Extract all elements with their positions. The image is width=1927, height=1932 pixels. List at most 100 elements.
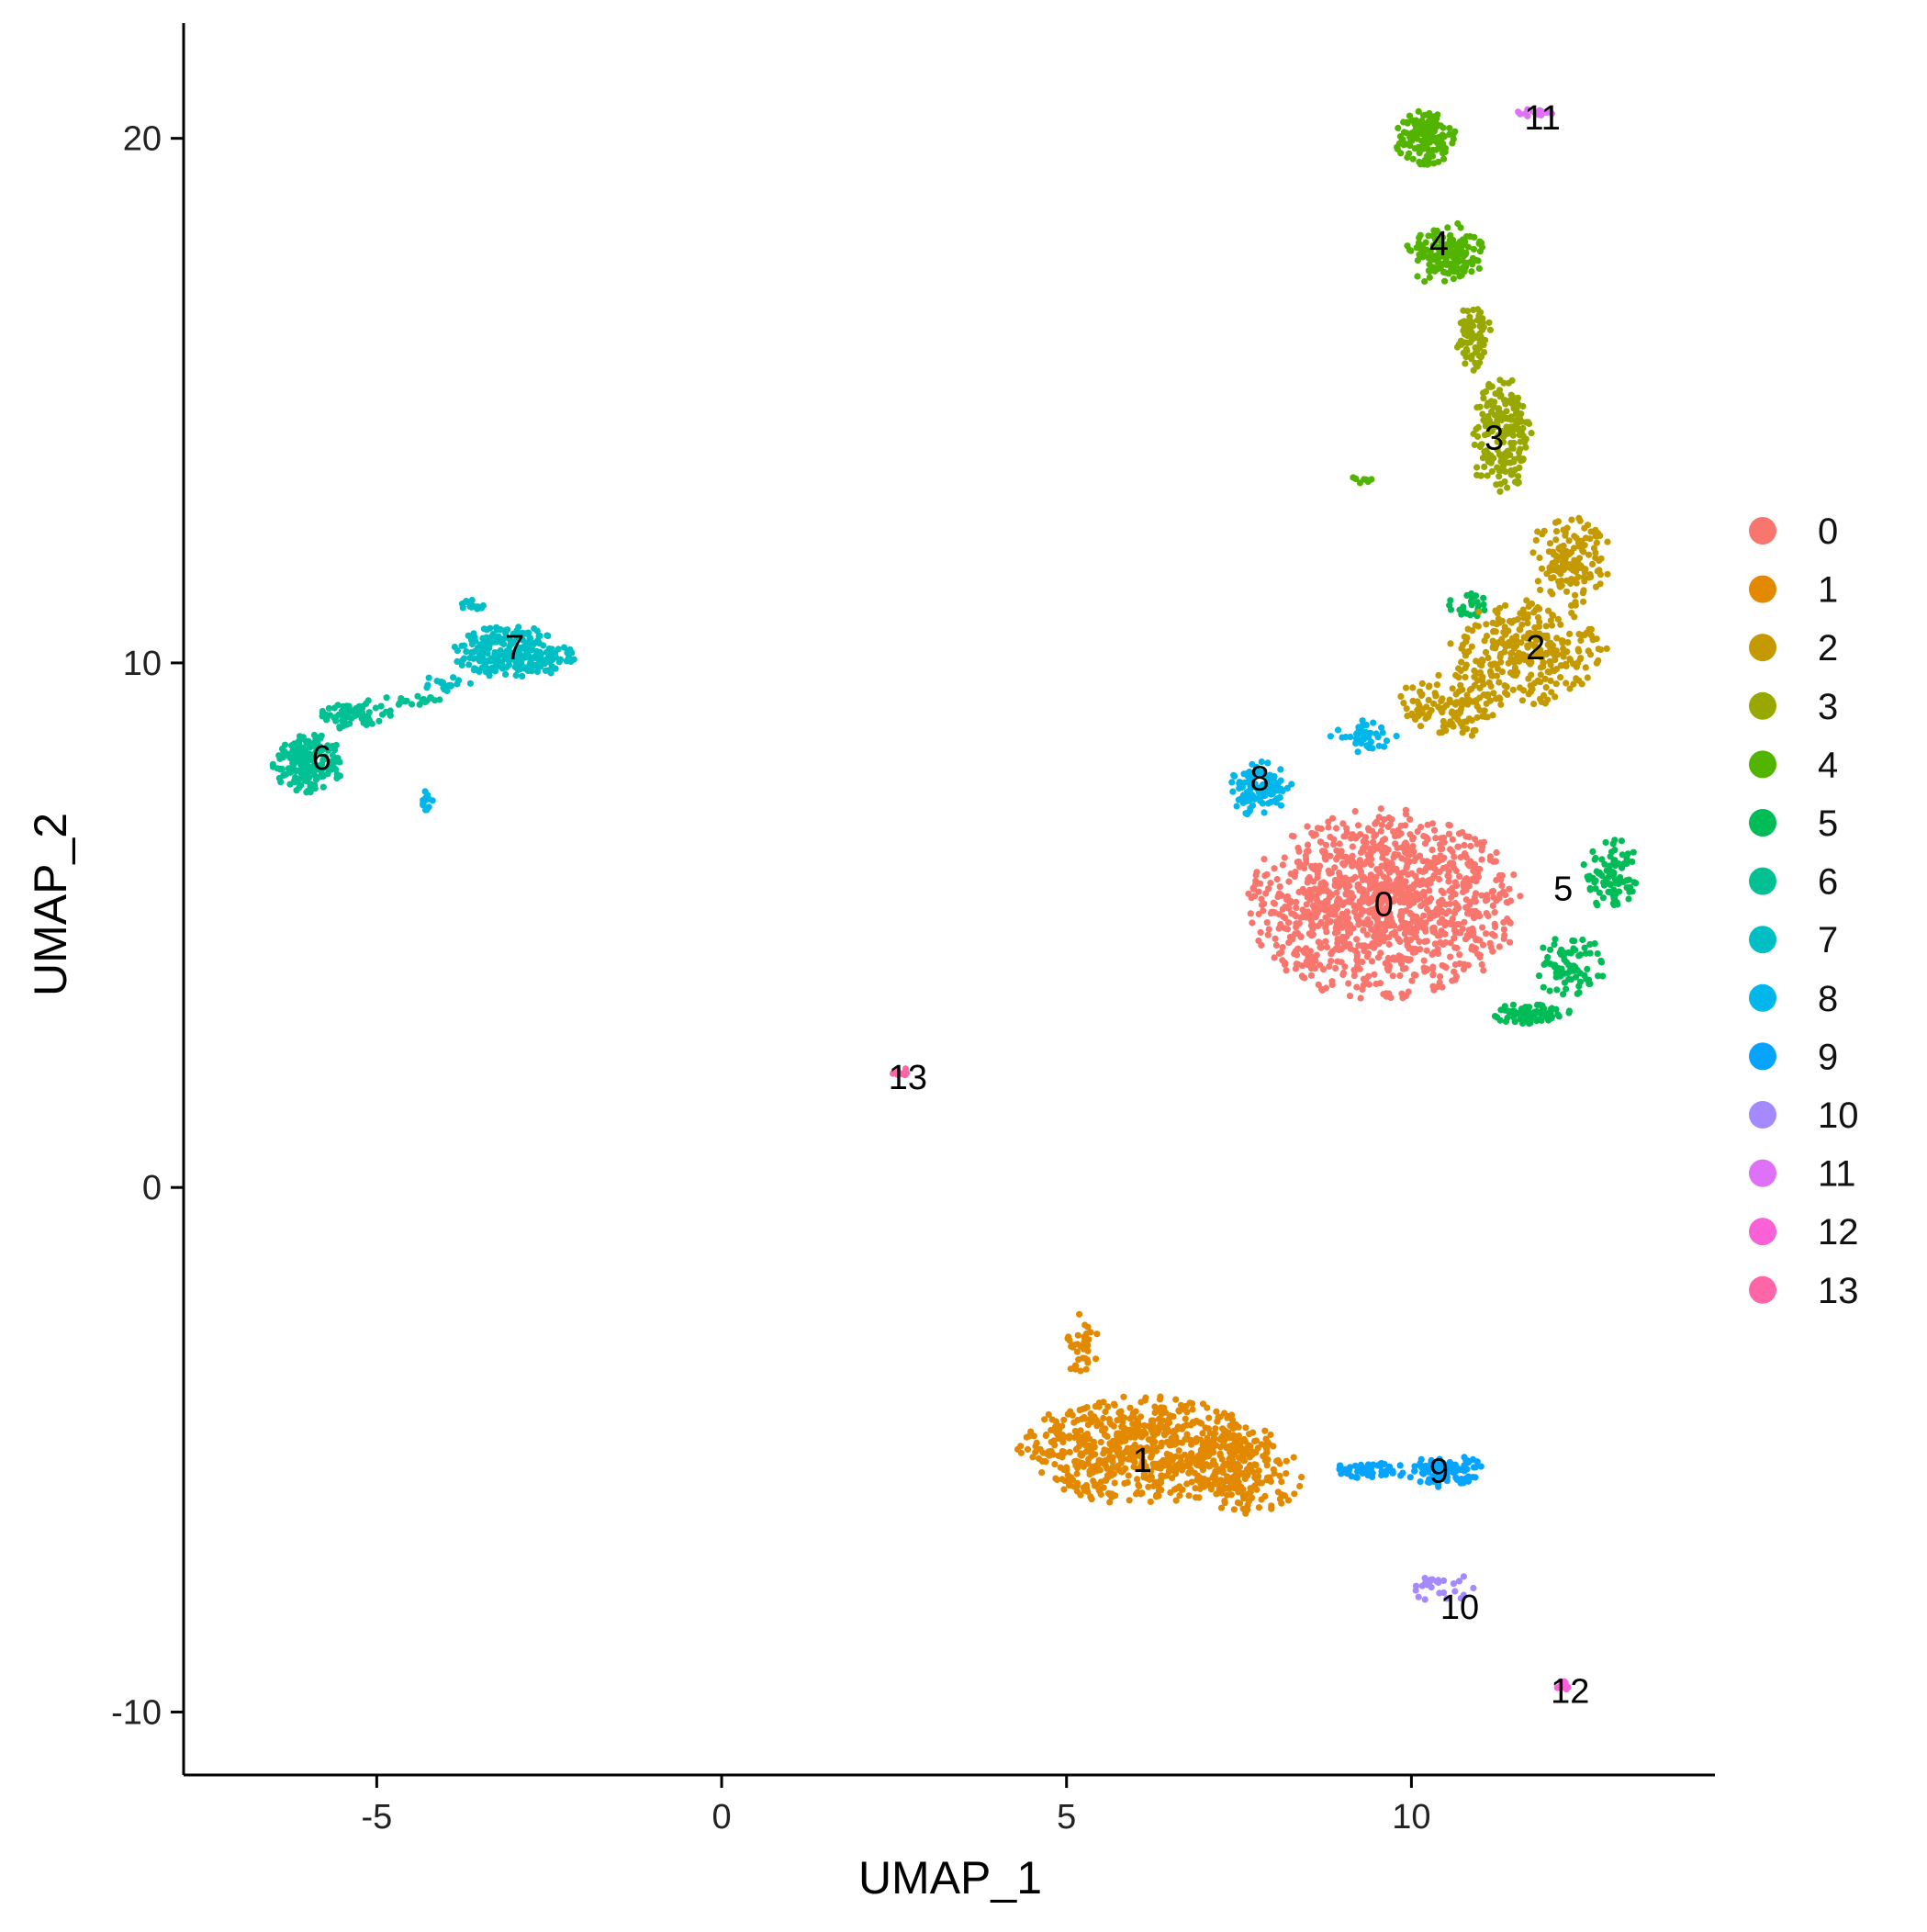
legend-key: [1749, 1275, 1776, 1304]
data-point: [1060, 1486, 1068, 1493]
data-point: [1578, 537, 1585, 545]
data-point: [1509, 470, 1517, 477]
data-point: [1476, 865, 1484, 873]
data-point: [1517, 445, 1524, 453]
data-point: [1431, 940, 1439, 948]
data-point: [1545, 607, 1552, 614]
data-point: [1249, 792, 1256, 799]
data-point: [1428, 950, 1436, 958]
data-point: [1368, 958, 1376, 965]
data-point: [1480, 594, 1487, 601]
data-point: [1544, 1011, 1552, 1018]
data-point: [465, 600, 473, 607]
data-point: [1174, 1423, 1182, 1431]
data-point: [1368, 873, 1376, 881]
data-point: [1304, 841, 1312, 848]
data-point: [1489, 644, 1496, 651]
data-point: [1462, 249, 1470, 257]
data-point: [1563, 680, 1570, 687]
data-point: [1447, 606, 1455, 613]
data-point: [1418, 117, 1426, 125]
data-point: [1483, 621, 1490, 628]
data-point: [1314, 874, 1321, 882]
data-point: [1404, 242, 1411, 250]
data-point: [1507, 650, 1515, 657]
data-point: [1372, 914, 1380, 921]
data-point: [1465, 715, 1473, 723]
data-point: [1521, 656, 1529, 664]
data-point: [1042, 1458, 1049, 1466]
cluster-12-points: [1553, 1678, 1572, 1693]
data-point: [1591, 940, 1598, 948]
data-point: [1479, 713, 1486, 720]
data-point: [1443, 1595, 1451, 1602]
data-point: [1460, 1573, 1467, 1580]
data-point: [1419, 127, 1427, 134]
data-point: [1493, 672, 1501, 680]
data-point: [1570, 680, 1577, 688]
data-point: [1155, 1415, 1162, 1422]
data-point: [1351, 808, 1359, 815]
data-point: [1108, 1445, 1115, 1453]
data-point: [1422, 967, 1429, 974]
data-point: [1076, 1438, 1083, 1445]
data-point: [1464, 860, 1472, 868]
data-point: [1074, 1331, 1081, 1339]
data-point: [1460, 307, 1467, 314]
data-point: [1017, 1443, 1025, 1450]
data-point: [1471, 441, 1478, 448]
data-point: [1111, 1479, 1118, 1487]
data-point: [519, 644, 526, 652]
data-point: [1563, 985, 1570, 993]
data-point: [1284, 893, 1292, 900]
data-point: [1488, 467, 1496, 475]
data-point: [1279, 905, 1286, 913]
data-point: [1409, 684, 1417, 691]
data-point: [1428, 256, 1436, 264]
data-point: [314, 765, 321, 772]
data-point: [533, 668, 542, 676]
data-point: [1364, 1472, 1372, 1479]
data-point: [1384, 895, 1392, 903]
data-point: [1624, 858, 1631, 866]
data-point: [1477, 309, 1484, 316]
data-point: [1216, 1478, 1223, 1486]
data-point: [1426, 887, 1433, 894]
data-point: [1137, 1462, 1145, 1470]
data-point: [1162, 1459, 1170, 1466]
data-point: [1490, 627, 1497, 635]
y-tick-label: 0: [142, 1169, 162, 1208]
data-point: [1436, 1458, 1443, 1466]
data-point: [1265, 926, 1272, 933]
data-point: [1247, 773, 1254, 781]
data-point: [1434, 135, 1442, 142]
data-point: [1412, 972, 1419, 979]
data-point: [1209, 1474, 1216, 1481]
legend-item-10: 10: [1749, 1095, 1859, 1136]
data-point: [1523, 1004, 1530, 1011]
data-point: [313, 774, 321, 782]
data-point: [1414, 895, 1421, 904]
data-point: [1520, 687, 1528, 694]
data-point: [1434, 949, 1442, 957]
data-point: [1233, 1435, 1240, 1443]
data-point: [1562, 532, 1569, 539]
data-point: [1349, 876, 1356, 883]
data-point: [1279, 787, 1286, 795]
data-point: [1228, 779, 1236, 786]
data-point: [1437, 972, 1444, 981]
data-point: [535, 640, 543, 647]
data-point: [1501, 931, 1508, 939]
cluster-label-1: 1: [1133, 1442, 1152, 1480]
legend-label: 8: [1818, 979, 1838, 1019]
data-point: [536, 650, 543, 657]
data-point: [1521, 439, 1529, 446]
data-point: [1568, 610, 1575, 617]
data-point: [1345, 980, 1352, 987]
data-point: [1607, 862, 1614, 870]
data-point: [1511, 1018, 1518, 1026]
data-point: [1445, 873, 1452, 881]
x-axis-title: UMAP_1: [858, 1852, 1042, 1904]
